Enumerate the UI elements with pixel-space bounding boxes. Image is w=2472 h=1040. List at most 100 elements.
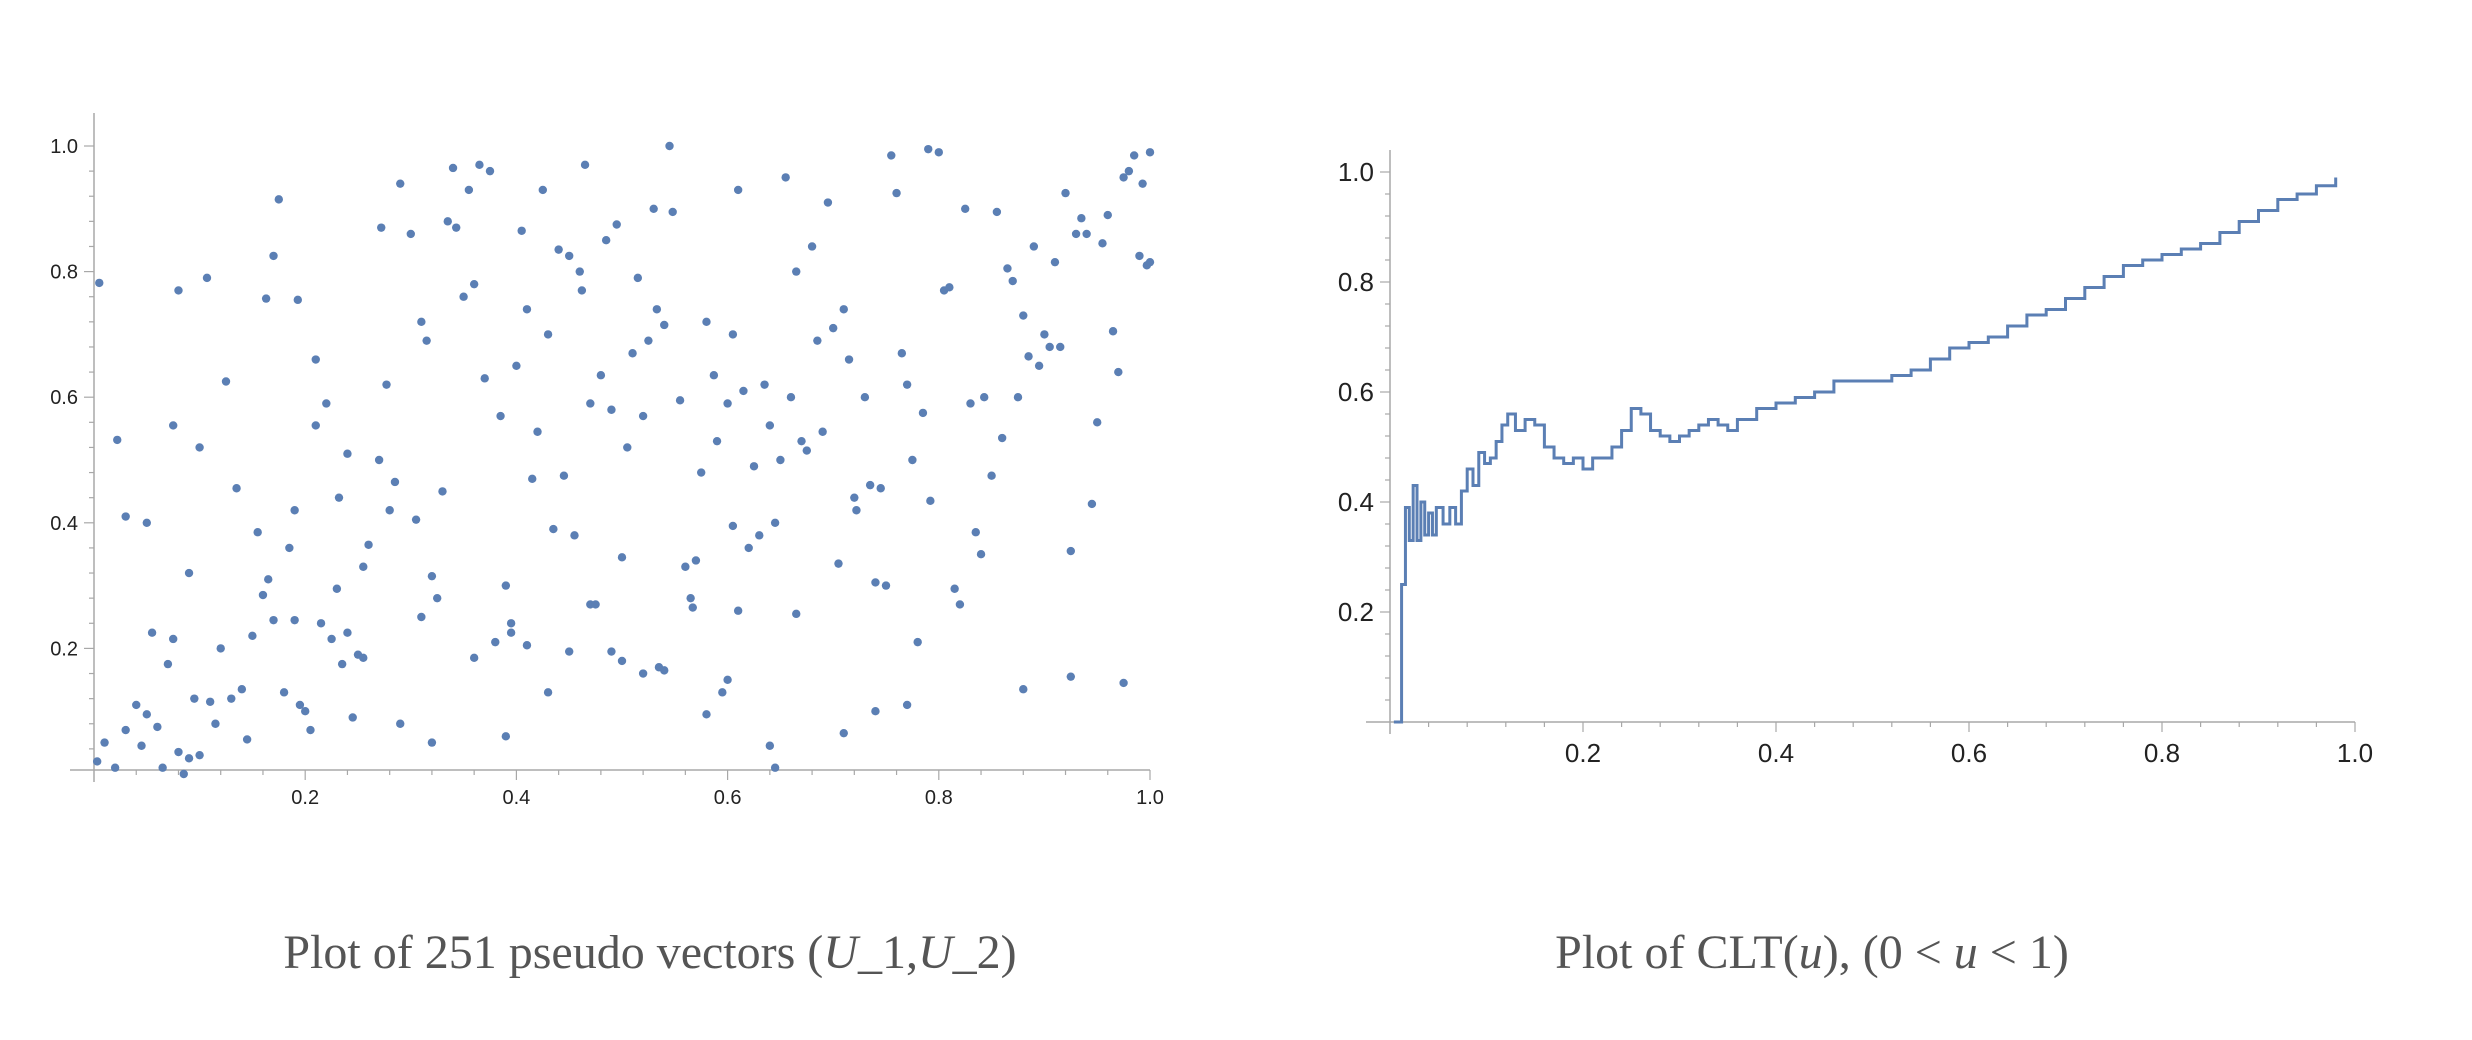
scatter-point — [1145, 257, 1155, 267]
scatter-point — [411, 515, 421, 524]
scatter-point — [121, 512, 130, 521]
scatter-point — [987, 471, 996, 480]
scatter-point — [1124, 166, 1134, 176]
y-tick-label: 0.8 — [50, 262, 78, 284]
scatter-point — [908, 455, 917, 465]
x-tick-label: 0.2 — [1565, 738, 1601, 768]
scatter-chart: 0.2 0.4 0.6 0.8 1.0 0.2 0.4 0.6 0.8 1.0 — [50, 113, 1164, 809]
scatter-point — [232, 484, 241, 493]
scatter-point — [829, 323, 838, 333]
scatter-point — [1061, 188, 1070, 198]
scatter-point — [443, 217, 452, 226]
scatter-point — [586, 399, 595, 408]
scatter-point — [501, 581, 511, 590]
scatter-point — [452, 223, 461, 232]
scatter-point — [577, 286, 587, 295]
scatter-point — [897, 349, 907, 358]
scatter-point — [258, 590, 268, 600]
scatter-point — [522, 641, 532, 650]
scatter-point — [1034, 361, 1044, 370]
scatter-point — [871, 578, 880, 587]
scatter-point — [169, 421, 178, 430]
scatter-point — [565, 647, 574, 656]
scatter-point — [512, 361, 521, 370]
scatter-point — [169, 634, 178, 644]
scatter-point — [802, 446, 811, 455]
scatter-point — [359, 562, 368, 571]
scatter-point — [337, 659, 347, 669]
scatter-point — [174, 747, 183, 757]
scatter-point — [818, 427, 827, 436]
scatter-point — [649, 204, 658, 213]
scatter-point — [887, 151, 896, 160]
scatter-point — [343, 449, 352, 458]
scatter-point — [1129, 151, 1139, 160]
scatter-point — [485, 166, 495, 176]
scatter-point — [322, 399, 331, 408]
scatter-point — [992, 207, 1002, 217]
scatter-point — [261, 294, 271, 303]
scatter-point — [617, 553, 627, 562]
scatter-point — [733, 185, 743, 195]
scatter-point — [158, 763, 167, 772]
scatter-point — [205, 697, 215, 706]
scatter-point — [163, 659, 173, 669]
scatter-point — [438, 487, 447, 496]
scatter-point — [427, 738, 437, 747]
y-tick-label: 0.8 — [1338, 267, 1374, 297]
scatter-point — [202, 273, 212, 283]
scatter-point — [591, 600, 600, 609]
scatter-point — [422, 336, 431, 345]
x-tick-label: 0.4 — [502, 787, 530, 809]
scatter-point — [702, 710, 711, 719]
scatter-point — [100, 738, 109, 747]
scatter-point — [390, 477, 400, 487]
scatter-point — [813, 336, 822, 345]
scatter-point — [739, 386, 748, 396]
scatter-point — [765, 421, 775, 430]
scatter-point — [681, 562, 690, 571]
scatter-point — [385, 506, 394, 515]
scatter-point — [448, 163, 458, 173]
y-tick-label: 0.2 — [1338, 597, 1374, 627]
x-tick-label: 0.2 — [291, 787, 319, 809]
y-tick-label: 0.6 — [50, 387, 78, 409]
scatter-point — [755, 531, 764, 540]
x-tick-label: 0.6 — [714, 787, 742, 809]
scatter-point — [216, 644, 225, 653]
x-tick-label: 0.8 — [2144, 738, 2180, 768]
scatter-point — [464, 185, 474, 195]
y-tick-label: 0.4 — [1338, 487, 1374, 517]
scatter-point — [195, 443, 204, 452]
scatter-point — [1013, 393, 1023, 402]
scatter-point — [955, 600, 965, 609]
scatter-point — [865, 480, 875, 490]
scatter-point — [506, 619, 516, 628]
scatter-point — [660, 666, 669, 675]
x-tick-label: 1.0 — [2337, 738, 2373, 768]
scatter-point — [374, 455, 384, 465]
scatter-point — [950, 584, 959, 593]
scatter-point — [749, 462, 759, 471]
scatter-point — [184, 754, 194, 763]
scatter-point — [264, 575, 273, 584]
scatter-point — [279, 688, 289, 697]
scatter-point — [1066, 546, 1076, 556]
scatter-point — [723, 399, 732, 408]
scatter-point — [396, 719, 405, 728]
y-tick-label: 0.6 — [1338, 377, 1374, 407]
left-caption: Plot of 251 pseudo vectors (U_1,U_2) — [283, 926, 1016, 979]
scatter-point — [295, 700, 305, 710]
scatter-point — [132, 700, 141, 710]
scatter-point — [1008, 276, 1017, 286]
scatter-point — [638, 669, 648, 678]
scatter-point — [723, 675, 732, 684]
scatter-point — [306, 725, 315, 735]
scatter-point — [686, 593, 695, 603]
scatter-point — [807, 242, 817, 251]
x-tick-label: 0.8 — [925, 787, 953, 809]
scatter-point — [506, 628, 516, 637]
scatter-point — [269, 251, 278, 261]
scatter-point — [691, 556, 701, 565]
